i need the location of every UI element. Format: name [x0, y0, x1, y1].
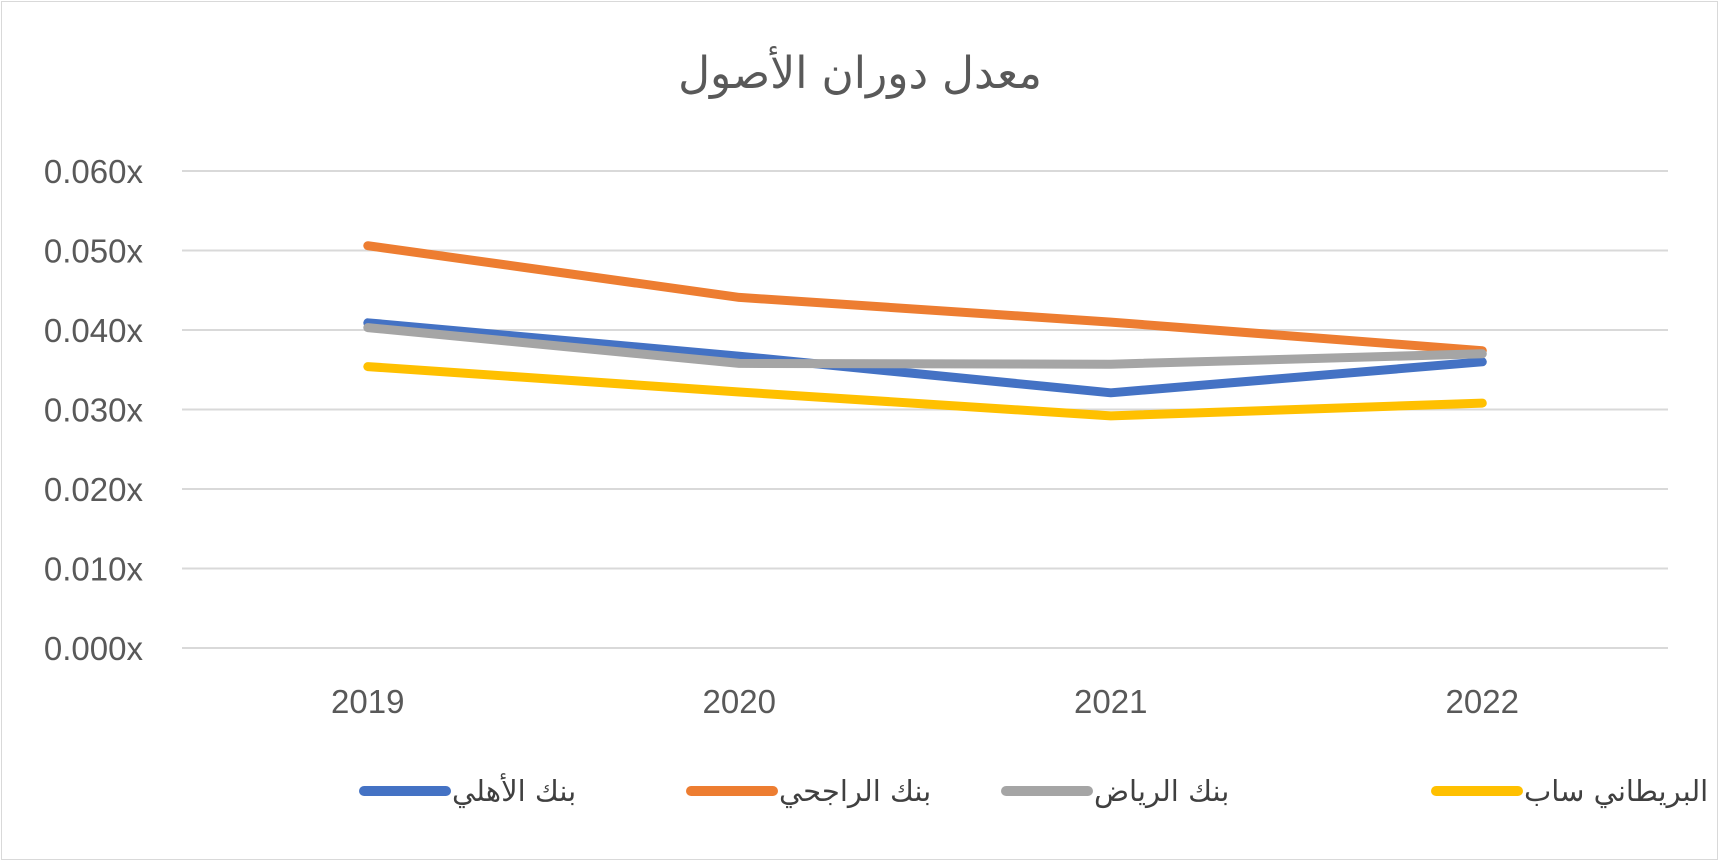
legend-item: البنك البريطاني ساب	[1431, 774, 1719, 809]
legend-label: بنك الراجحي	[779, 774, 931, 809]
x-tick-label: 2019	[331, 683, 404, 720]
legend-label: البنك البريطاني ساب	[1524, 774, 1719, 809]
legend-label: بنك الأهلي	[452, 772, 576, 809]
legend: بنك الأهلي بنك الراجحي بنك الرياض البنك الب…	[359, 772, 1719, 809]
x-tick-label: 2022	[1446, 683, 1519, 720]
legend-label: بنك الرياض	[1094, 774, 1229, 808]
x-tick-label: 2021	[1074, 683, 1147, 720]
x-axis-ticks: 2019 2020 2021 2022	[331, 683, 1519, 720]
x-tick-label: 2020	[703, 683, 776, 720]
chart-title: معدل دوران الأصول	[678, 45, 1042, 99]
y-tick-label: 0.010x	[44, 551, 144, 588]
y-tick-label: 0.050x	[44, 233, 144, 270]
y-axis-ticks: 0.000x 0.010x 0.020x 0.030x 0.040x 0.050x 0.06…	[44, 153, 144, 667]
series-line-1	[363, 318, 1487, 398]
gridlines	[182, 170, 1668, 649]
series-line-3	[363, 323, 1487, 369]
y-tick-label: 0.020x	[44, 471, 144, 508]
y-tick-label: 0.040x	[44, 312, 144, 349]
y-tick-label: 0.030x	[44, 392, 144, 429]
y-tick-label: 0.000x	[44, 630, 144, 667]
y-tick-label: 0.060x	[44, 153, 144, 190]
legend-item: بنك الرياض	[1001, 774, 1229, 808]
legend-item: بنك الراجحي	[686, 774, 931, 809]
series-line-4	[363, 362, 1487, 421]
series-lines	[363, 241, 1487, 421]
legend-item: بنك الأهلي	[359, 772, 576, 809]
series-line-2	[363, 241, 1487, 356]
